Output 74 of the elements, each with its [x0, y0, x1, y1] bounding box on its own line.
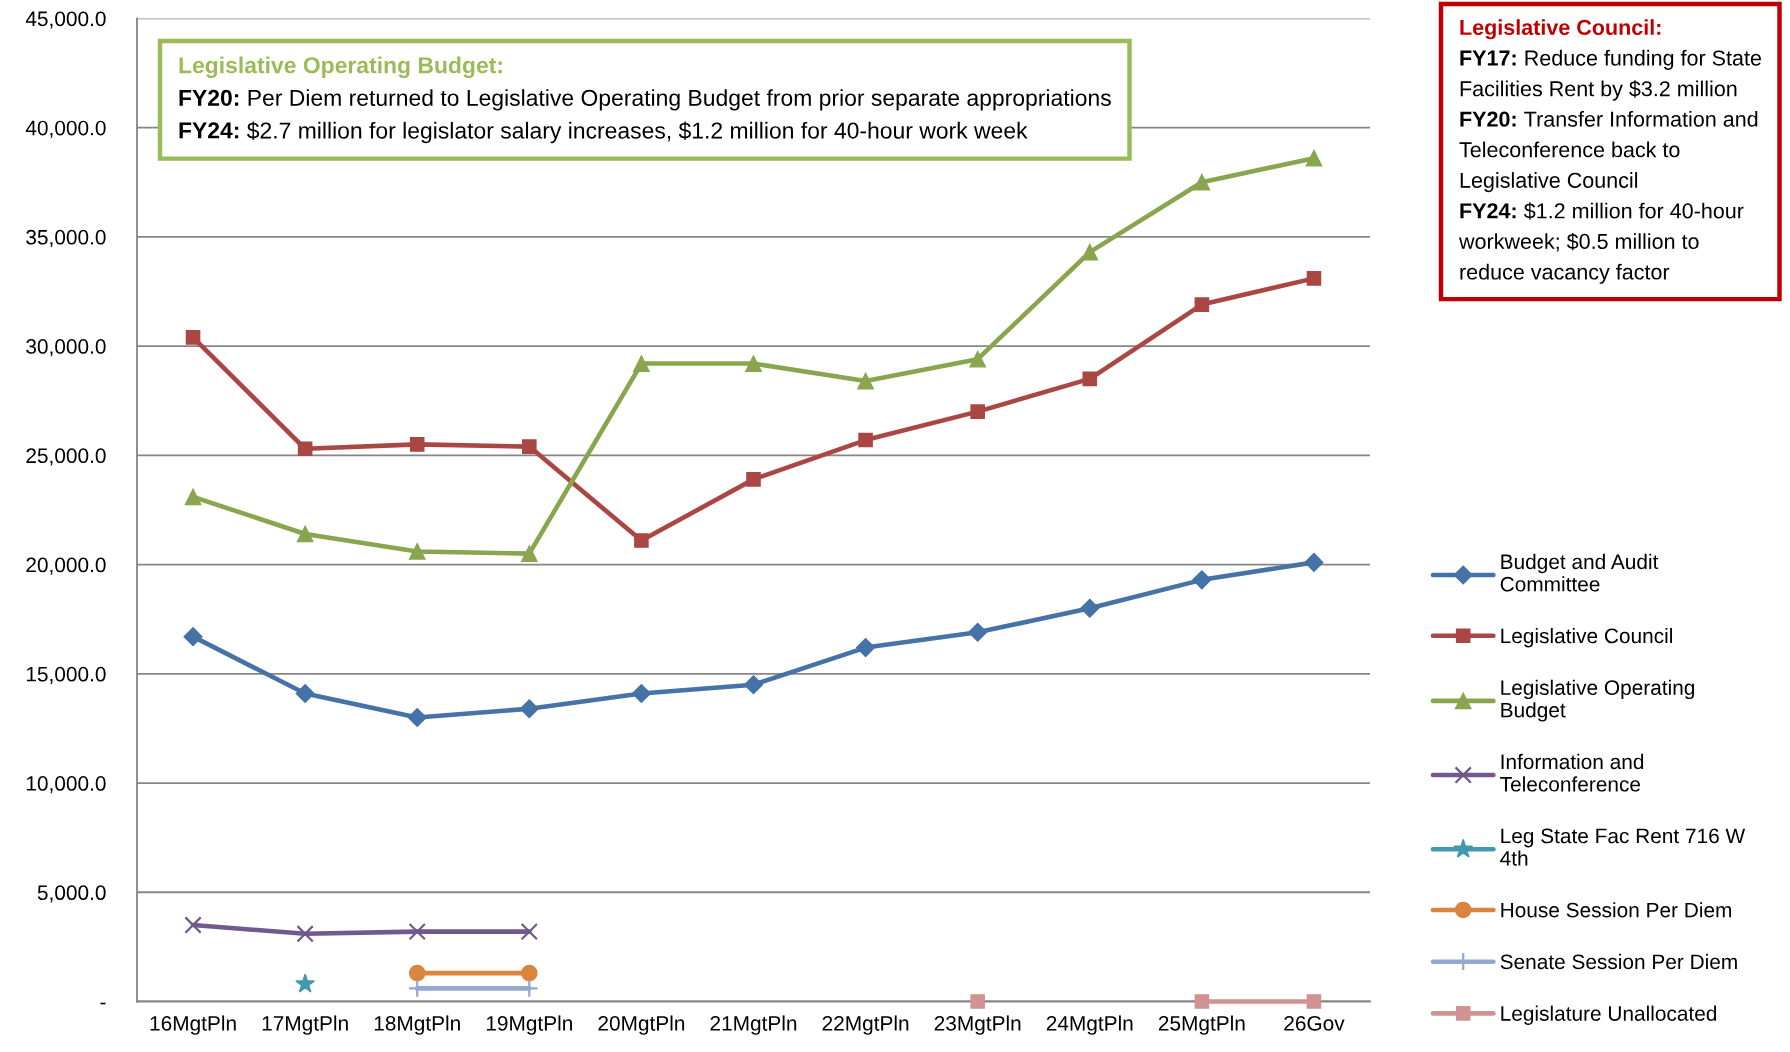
point — [1306, 994, 1322, 1009]
point — [633, 355, 650, 372]
legend-label: Budget and Audit Committee — [1500, 553, 1659, 592]
point — [858, 432, 873, 448]
legend-label: Legislative Operating Budget — [1501, 679, 1695, 722]
point — [970, 994, 985, 1009]
y-tick-label: - — [100, 1002, 106, 1005]
point — [1194, 297, 1210, 312]
annotation: Legislative Operating Budget: FY20: Per Diem returned to Legislative Operating Budget from prior separate appropriations FY24: $2.7 million for legislator salary increases, $1.2 million for 40-hour work week — [179, 56, 1111, 144]
y-tick-label: 45,000.0 — [25, 11, 106, 29]
point — [295, 973, 316, 993]
point — [297, 441, 313, 457]
point — [1305, 149, 1323, 167]
x-tick-label: 26Gov — [1284, 1015, 1345, 1031]
legend-label: Information and Teleconference — [1500, 753, 1644, 792]
x-tick-label: 19MgtPln — [486, 1015, 572, 1035]
point — [184, 488, 202, 506]
y-tick-label: 40,000.0 — [25, 120, 106, 138]
x-tick-label: 21MgtPln — [710, 1015, 797, 1035]
point — [520, 922, 539, 941]
y-tick-label: 35,000.0 — [26, 229, 106, 248]
y-tick-label: 20,000.0 — [26, 557, 106, 575]
point — [631, 683, 651, 703]
point — [1193, 173, 1211, 191]
y-tick-label: 5,000.0 — [37, 885, 106, 903]
legend-label: House Session Per Diem — [1501, 902, 1732, 918]
point — [1082, 371, 1098, 387]
point — [969, 350, 987, 368]
point — [408, 543, 426, 560]
point — [745, 355, 762, 372]
legend-label: Senate Session Per Diem — [1500, 953, 1737, 970]
x-tick-label: 24MgtPln — [1046, 1015, 1133, 1035]
point — [746, 472, 761, 487]
point — [1192, 570, 1212, 590]
point — [409, 437, 425, 452]
x-tick-label: 18MgtPln — [374, 1015, 460, 1035]
x-tick-label: 25MgtPln — [1158, 1015, 1245, 1035]
x-tick-label: 22MgtPln — [822, 1015, 909, 1035]
y-tick-label: 30,000.0 — [26, 339, 106, 357]
legend-label: Legislature Unallocated — [1501, 1005, 1717, 1025]
point — [1081, 243, 1099, 261]
point — [520, 545, 538, 562]
point — [857, 372, 874, 390]
y-tick-label: 10,000.0 — [26, 776, 106, 794]
point — [968, 622, 988, 642]
y-tick-label: 25,000.0 — [26, 448, 106, 466]
legend-label: Legislative Council — [1501, 627, 1672, 648]
point — [522, 439, 537, 454]
point — [296, 525, 314, 543]
x-tick-label: 17MgtPln — [262, 1015, 348, 1035]
point — [295, 683, 315, 703]
point — [743, 675, 764, 695]
x-tick-label: 16MgtPln — [150, 1015, 236, 1035]
point — [407, 707, 427, 728]
point — [519, 699, 539, 719]
point — [856, 638, 876, 658]
point — [520, 964, 538, 982]
point — [184, 916, 202, 934]
point — [1194, 994, 1210, 1009]
point — [1304, 552, 1324, 572]
point — [183, 627, 203, 647]
point — [185, 330, 201, 345]
point — [970, 404, 985, 419]
text: Legislative Council: FY17: Reduce funding for State Facilities Rent by $3.2 million FY20: Transfer Information and Teleconference back to Legislative Council FY24: $1.2 million for 40-hour workweek; $0.5 million to reduce vacancy factor — [1458, 19, 1761, 284]
x-tick-label: 23MgtPln — [934, 1015, 1021, 1035]
point — [408, 922, 426, 941]
point — [1080, 598, 1100, 618]
point — [1306, 271, 1322, 286]
point — [296, 925, 314, 943]
y-tick-label: 15,000.0 — [26, 666, 106, 685]
legend-label: Leg State Fac Rent 716 W 4th — [1500, 828, 1746, 866]
point — [634, 533, 649, 548]
point — [408, 964, 426, 982]
x-tick-label: 20MgtPln — [598, 1015, 685, 1035]
